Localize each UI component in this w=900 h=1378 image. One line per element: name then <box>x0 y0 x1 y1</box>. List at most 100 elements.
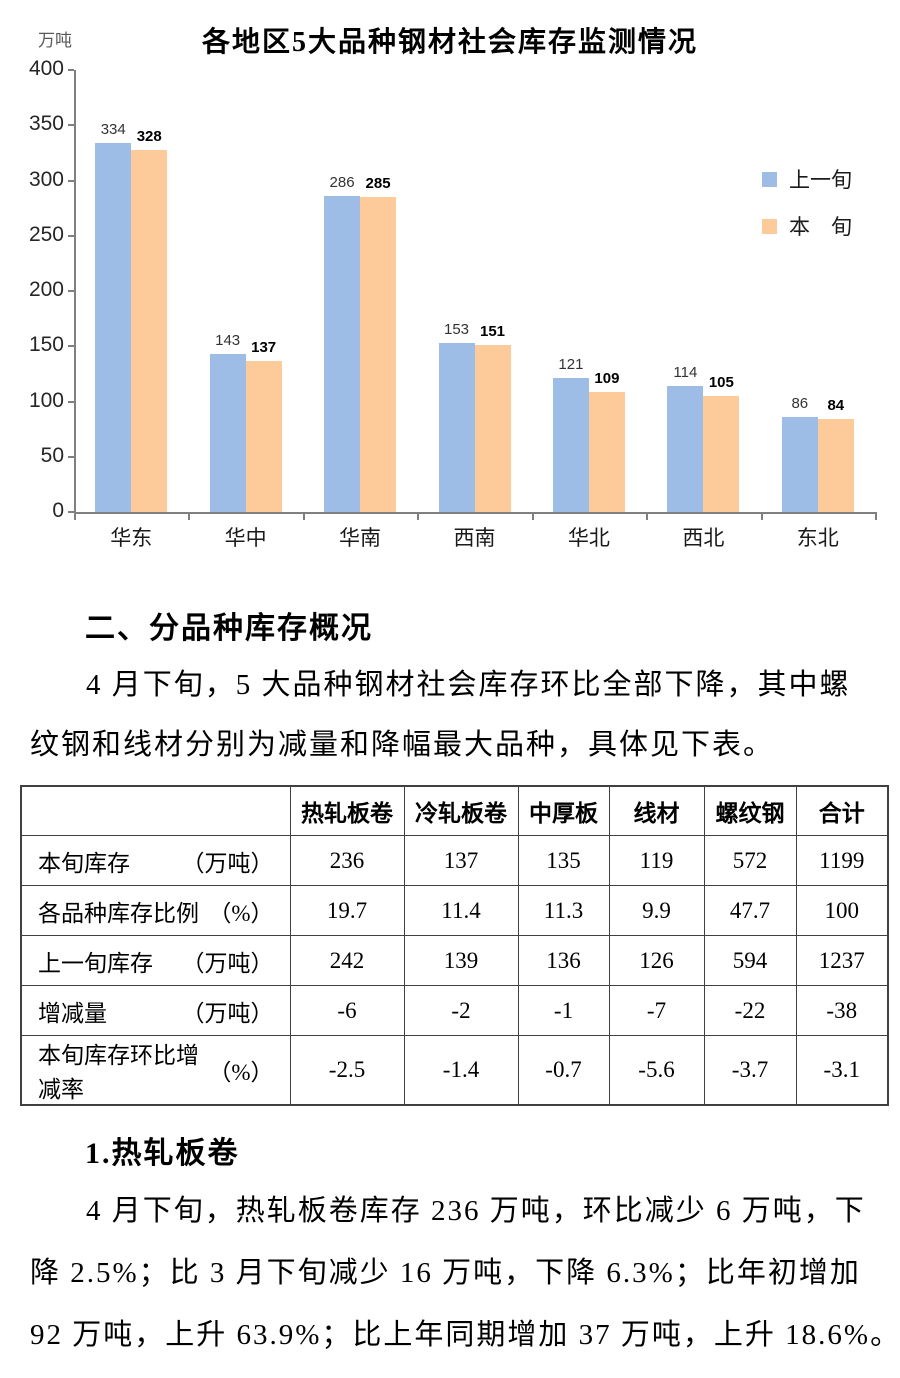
table-header-cell: 线材 <box>608 785 705 836</box>
y-axis-tick-label: 300 <box>28 167 64 191</box>
y-axis-tick <box>68 179 74 182</box>
table-cell: 135 <box>517 835 610 886</box>
table-cell: 236 <box>289 835 405 886</box>
legend-swatch <box>762 171 777 187</box>
y-axis-tick-label: 50 <box>40 443 64 467</box>
table-cell: 1237 <box>795 935 889 986</box>
table-cell: -3.1 <box>795 1035 889 1106</box>
bar-value-label: 151 <box>479 323 506 341</box>
table-cell: 126 <box>608 935 705 986</box>
y-axis-tick-label: 150 <box>28 333 64 357</box>
table-cell: -1 <box>517 985 610 1036</box>
table-row: 上一旬库存 （万吨） 242 139 136 126 594 1237 <box>20 935 889 986</box>
table-cell: 119 <box>608 835 705 886</box>
y-axis-tick <box>68 69 74 71</box>
section-heading: 二、分品种库存概况 <box>85 612 373 645</box>
legend-label: 本 旬 <box>789 215 852 239</box>
y-axis-tick-label: 200 <box>28 278 64 301</box>
paragraph: 4 月下旬，5 大品种钢材社会库存环比全部下降，其中螺 纹钢和线材分别为减量和降… <box>30 666 878 786</box>
table-cell: -22 <box>703 985 797 1036</box>
table-row: 本旬库存 （万吨） 236 137 135 119 572 1199 <box>20 835 889 886</box>
bar-value-label: 109 <box>594 369 620 387</box>
chart-bar <box>552 378 589 512</box>
x-axis-category-label: 西北 <box>682 526 725 550</box>
x-axis-tick <box>760 512 763 520</box>
table-cell: 19.7 <box>289 885 405 936</box>
table-cell: 1199 <box>795 835 889 886</box>
chart-bar <box>817 419 854 512</box>
row-label-text: 上一旬库存 <box>38 950 153 976</box>
table-cell: 137 <box>403 835 519 886</box>
y-axis-tick-label: 0 <box>52 499 64 522</box>
table-row-label: 本旬库存 （万吨） <box>20 835 291 886</box>
table-row-label: 上一旬库存 （万吨） <box>20 935 291 986</box>
table-header-cell: 中厚板 <box>517 785 610 836</box>
y-axis-unit-label: 万吨 <box>38 31 72 50</box>
legend-item: 上一旬 <box>762 164 852 194</box>
chart-bar <box>95 142 132 512</box>
x-axis-line <box>74 512 877 514</box>
y-axis-tick <box>68 345 74 348</box>
bar-value-label: 285 <box>365 175 391 193</box>
row-label-text: 增减量 <box>38 1000 107 1026</box>
chart-bar <box>781 416 818 512</box>
table-header-cell: 螺纹钢 <box>703 785 797 836</box>
y-axis-tick-label: 100 <box>28 388 64 412</box>
table-cell: 139 <box>403 935 519 986</box>
row-label-text: 各品种库存比例 <box>38 900 199 926</box>
y-axis-tick-label: 400 <box>28 57 64 80</box>
table-cell: 594 <box>703 935 797 986</box>
table-cell: -3.7 <box>703 1035 797 1106</box>
bar-value-label: 137 <box>251 338 277 356</box>
table-cell: 100 <box>795 885 889 936</box>
y-axis-tick <box>68 511 74 513</box>
table-cell: -38 <box>795 985 889 1036</box>
row-unit-text: （%） <box>208 900 274 926</box>
paragraph-line: 纹钢和线材分别为减量和降幅最大品种，具体见下表。 <box>30 729 775 761</box>
x-axis-category-label: 西南 <box>453 526 496 550</box>
table-header-row: 热轧板卷 冷轧板卷 中厚板 线材 螺纹钢 合计 <box>20 785 889 836</box>
paragraph-line: 降 2.5%；比 3 月下旬减少 16 万吨，下降 6.3%；比年初增加 <box>30 1257 861 1289</box>
chart-bar <box>209 353 246 512</box>
chart-bar <box>324 195 361 512</box>
subsection-heading: 1.热轧板卷 <box>85 1137 240 1170</box>
chart-bar <box>131 149 168 512</box>
legend-swatch <box>762 218 777 234</box>
table-cell: 11.4 <box>403 885 519 936</box>
table-cell: 9.9 <box>608 885 705 936</box>
chart-legend: 上一旬本 旬 <box>762 164 852 258</box>
row-unit-text: （万吨） <box>181 850 274 876</box>
legend-item: 本 旬 <box>762 211 852 241</box>
x-axis-category-label: 东北 <box>796 526 839 550</box>
x-axis-tick <box>302 512 305 520</box>
bar-value-label: 105 <box>708 373 734 391</box>
inventory-bar-chart: 万吨 各地区5大品种钢材社会库存监测情况 上一旬本 旬 0 50 100 150 200… <box>0 0 900 565</box>
paragraph: 4 月下旬，热轧板卷库存 236 万吨，环比减少 6 万吨，下 降 2.5%；比… <box>30 1192 900 1378</box>
row-label-text: 本旬库存环比增减率 <box>38 1043 199 1102</box>
table-header-cell <box>20 785 291 836</box>
table-row: 本旬库存环比增减率 （%） -2.5 -1.4 -0.7 -5.6 -3.7 -3.1 <box>20 1035 889 1106</box>
table-row-label: 本旬库存环比增减率 （%） <box>20 1035 291 1106</box>
y-axis-tick <box>68 124 74 127</box>
x-axis-category-label: 华中 <box>224 526 267 550</box>
y-axis-tick <box>68 400 74 403</box>
bar-value-label: 143 <box>215 331 241 349</box>
table-row-label: 各品种库存比例 （%） <box>20 885 291 936</box>
y-axis-tick-label: 350 <box>28 112 64 136</box>
paragraph-line: 92 万吨，上升 63.9%；比上年同期增加 37 万吨，上升 18.6%。 <box>30 1319 900 1351</box>
x-axis-category-label: 华北 <box>567 526 610 550</box>
table-header-cell: 合计 <box>795 785 889 836</box>
x-axis-tick <box>188 512 191 520</box>
inventory-table: 热轧板卷 冷轧板卷 中厚板 线材 螺纹钢 合计 本旬库存 （万吨） 236 137 135 119 57… <box>20 785 889 1106</box>
chart-bar <box>438 342 475 512</box>
table-cell: -6 <box>289 985 405 1036</box>
chart-bar <box>360 197 397 512</box>
table-row: 增减量 （万吨） -6 -2 -1 -7 -22 -38 <box>20 985 889 1036</box>
chart-bar <box>667 386 704 512</box>
table-container: 热轧板卷 冷轧板卷 中厚板 线材 螺纹钢 合计 本旬库存 （万吨） 236 137 135 119 57… <box>20 785 889 1106</box>
paragraph-line: 4 月下旬，热轧板卷库存 236 万吨，环比减少 6 万吨，下 <box>86 1195 866 1227</box>
table-cell: -2 <box>403 985 519 1036</box>
x-axis-tick <box>74 512 76 520</box>
y-axis-tick <box>68 234 74 237</box>
